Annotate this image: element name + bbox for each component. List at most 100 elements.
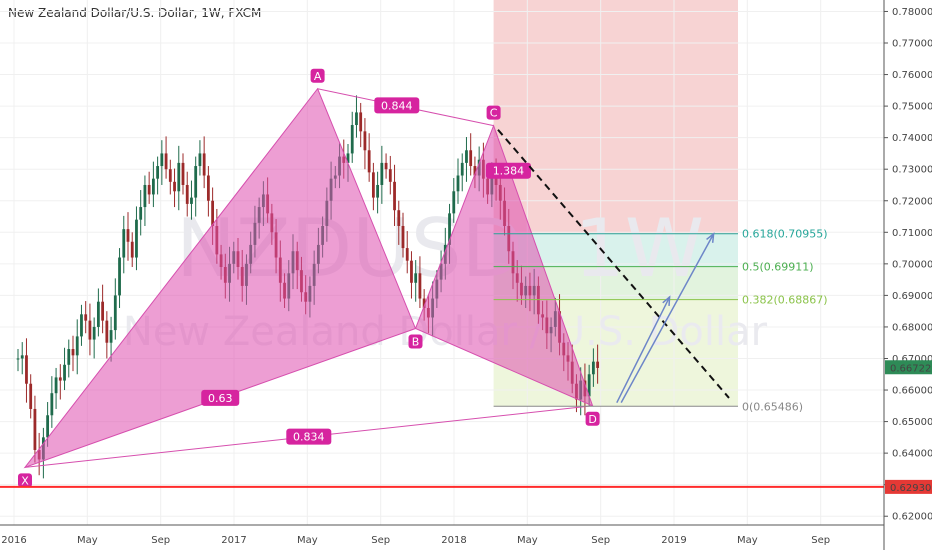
- projection-arrow-2: [620, 233, 715, 404]
- x-tick-label: May: [297, 535, 318, 546]
- candle-body: [587, 374, 591, 397]
- candle-body: [448, 213, 451, 245]
- y-tick-label: 0.76000: [892, 70, 932, 81]
- y-tick-label: 0.65000: [892, 417, 932, 428]
- y-tick-label: 0.75000: [892, 102, 932, 113]
- candle-body: [109, 330, 113, 343]
- candle-body: [29, 383, 33, 409]
- candle-body: [405, 248, 409, 261]
- x-tick-label: Sep: [591, 535, 610, 546]
- y-tick-label: 0.71000: [892, 228, 932, 239]
- candle-body: [185, 184, 189, 204]
- candle-body: [50, 393, 54, 416]
- ratio-label-bg: [201, 389, 240, 406]
- xab-triangle: [23, 87, 417, 469]
- price-axis-bg: [884, 0, 932, 550]
- candle-body: [105, 320, 109, 343]
- candle-body: [380, 162, 384, 185]
- candle-body: [130, 241, 134, 258]
- candle-body: [410, 260, 413, 283]
- grid-lines: [0, 0, 884, 525]
- candle-body: [96, 301, 100, 327]
- y-tick-label: 0.74000: [892, 133, 932, 144]
- point-label-bg: [585, 411, 600, 426]
- candle-body: [596, 361, 600, 368]
- projection-arrow-1-head: [662, 295, 671, 306]
- candle-body: [388, 169, 392, 182]
- x-tick-label: 2016: [1, 535, 26, 546]
- candle-body: [465, 150, 468, 163]
- candle-body: [393, 181, 396, 211]
- ratio-label-bg: [286, 428, 332, 445]
- y-tick-label: 0.69000: [892, 291, 932, 302]
- ratio-label: 1.384: [493, 165, 525, 178]
- candle-body: [143, 184, 147, 208]
- point-label-bg: [310, 68, 325, 83]
- candle-body: [16, 358, 20, 360]
- projection-arrow-2-head: [706, 232, 715, 243]
- candle-body: [160, 153, 164, 167]
- candle-body: [376, 184, 380, 198]
- candle-body: [206, 175, 210, 201]
- candle-body: [190, 197, 193, 204]
- candle-body: [46, 415, 50, 438]
- candle-body: [88, 320, 92, 340]
- y-tick-label: 0.78000: [892, 7, 932, 18]
- candle-body: [367, 150, 371, 173]
- candle-body: [363, 131, 367, 151]
- candle-body: [84, 314, 88, 321]
- candle-body: [80, 314, 83, 337]
- candle-body: [346, 153, 350, 163]
- candle-body: [452, 191, 456, 214]
- y-tick-label: 0.72000: [892, 196, 932, 207]
- candle-body: [371, 172, 375, 198]
- candle-body: [397, 210, 401, 226]
- candle-body: [359, 112, 363, 132]
- x-tick-label: May: [517, 535, 538, 546]
- fib-label: 0.382(0.68867): [742, 294, 828, 307]
- downtrend-line: [497, 129, 730, 399]
- candle-body: [20, 355, 24, 359]
- candle-body: [139, 207, 143, 220]
- candle-body: [147, 184, 151, 195]
- x-tick-label: Sep: [811, 535, 830, 546]
- point-label-bg: [408, 334, 423, 349]
- candle-body: [355, 112, 358, 126]
- point-label-d: D: [588, 413, 596, 426]
- candle-body: [202, 153, 206, 176]
- y-tick-label: 0.67000: [892, 354, 932, 365]
- candle-body: [67, 349, 71, 365]
- candle-body: [168, 169, 172, 182]
- candle-body: [54, 377, 58, 394]
- y-tick-label: 0.66000: [892, 386, 932, 397]
- ratio-label: 0.63: [208, 392, 233, 405]
- candle-body: [198, 153, 202, 167]
- candle-body: [33, 408, 37, 450]
- support-price-badge-bg: [885, 479, 932, 494]
- fib-levels: 0.618(0.70955) 0.5(0.69911) 0.382(0.68867)…: [493, 228, 828, 413]
- x-tick-label: May: [737, 535, 758, 546]
- fib-label: 0(0.65486): [742, 400, 803, 413]
- point-label-x: X: [21, 474, 29, 487]
- candle-body: [173, 181, 176, 192]
- candle-body: [460, 162, 464, 176]
- x-tick-label: Sep: [151, 535, 170, 546]
- candle-body: [384, 162, 388, 170]
- y-tick-label: 0.73000: [892, 165, 932, 176]
- ratio-label-bg: [485, 162, 531, 179]
- candle-body: [25, 355, 28, 384]
- annotations: [0, 129, 884, 488]
- x-tick-label: 2017: [221, 535, 246, 546]
- point-label-b: B: [412, 336, 420, 349]
- y-tick-label: 0.64000: [892, 449, 932, 460]
- candle-body: [350, 125, 354, 154]
- candle-body: [194, 166, 198, 198]
- ratio-label-bg: [374, 97, 420, 114]
- projection-arrow-1: [616, 296, 671, 403]
- x-tick-label: May: [77, 535, 98, 546]
- candle-body: [63, 364, 66, 381]
- candle-body: [177, 162, 181, 192]
- point-label-bg: [486, 105, 501, 120]
